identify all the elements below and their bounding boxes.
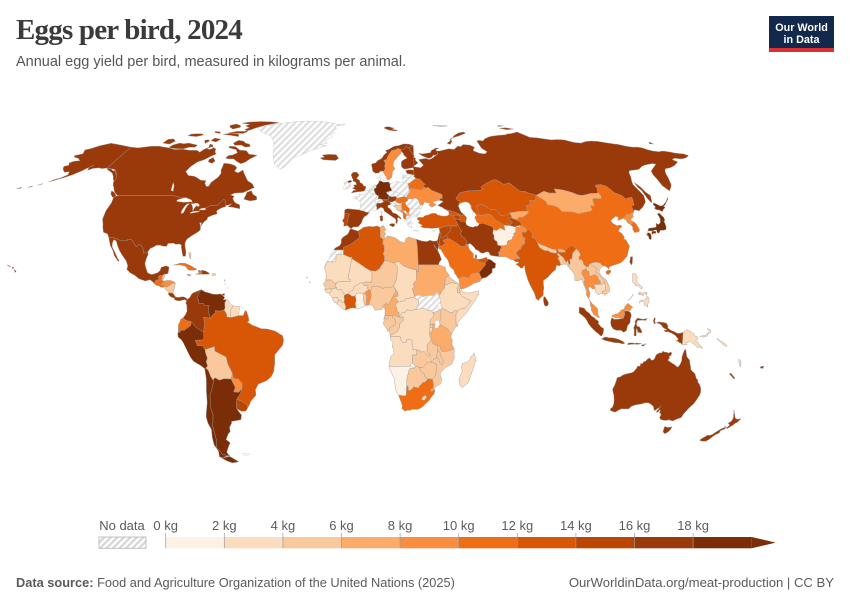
- svg-text:16 kg: 16 kg: [619, 518, 651, 533]
- svg-text:10 kg: 10 kg: [443, 518, 475, 533]
- svg-text:4 kg: 4 kg: [271, 518, 296, 533]
- svg-text:6 kg: 6 kg: [329, 518, 354, 533]
- svg-text:12 kg: 12 kg: [501, 518, 533, 533]
- svg-text:18 kg: 18 kg: [677, 518, 709, 533]
- svg-text:0 kg: 0 kg: [153, 518, 178, 533]
- svg-text:2 kg: 2 kg: [212, 518, 237, 533]
- svg-text:8 kg: 8 kg: [388, 518, 413, 533]
- svg-text:14 kg: 14 kg: [560, 518, 592, 533]
- svg-text:No data: No data: [99, 518, 145, 533]
